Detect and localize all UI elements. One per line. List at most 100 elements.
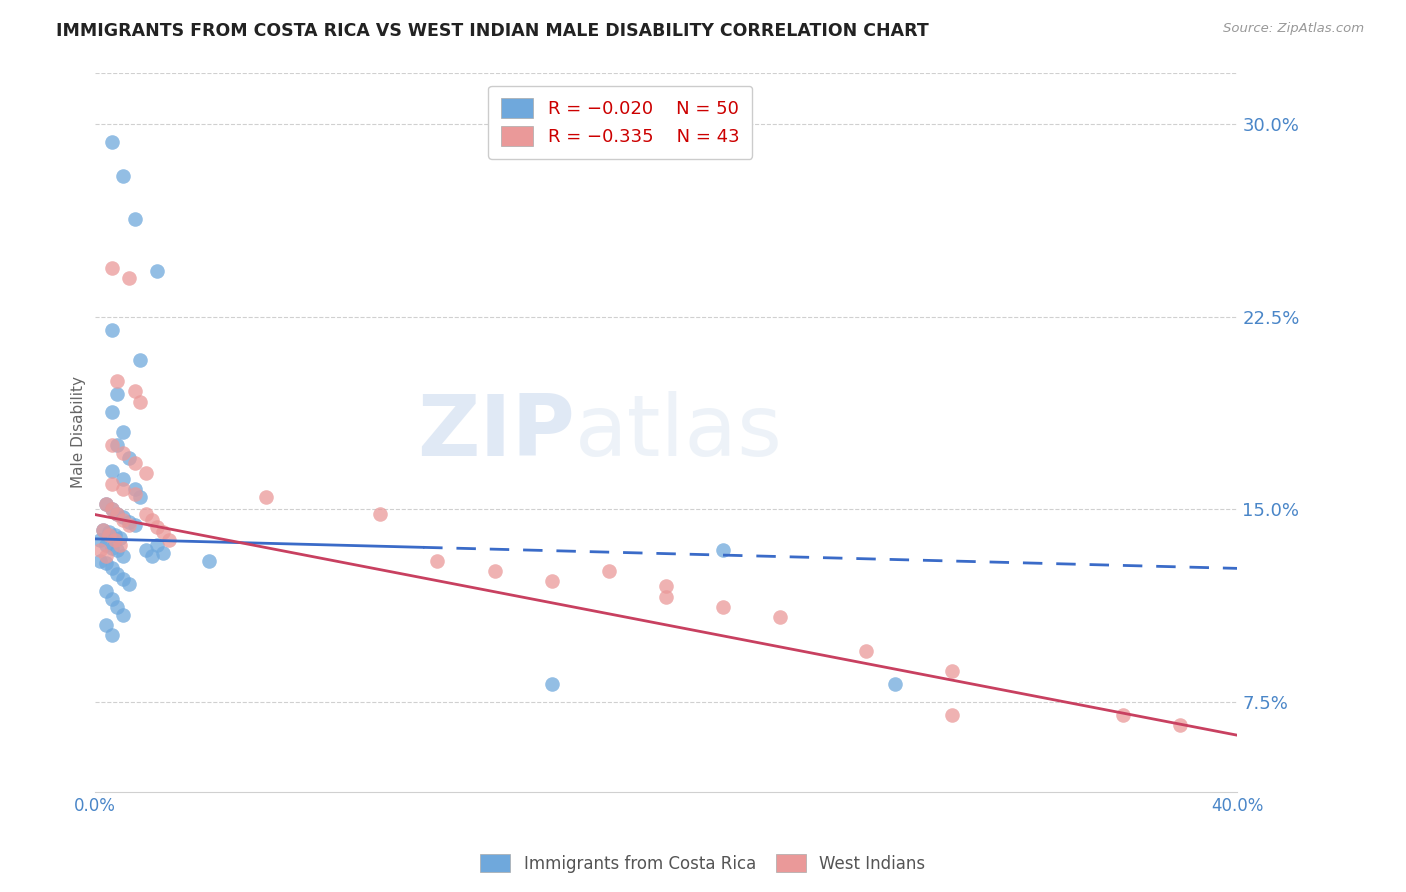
Point — [100, 502, 122, 516]
Point — [103, 528, 125, 542]
Point — [368, 508, 391, 522]
Point — [129, 490, 152, 504]
Point — [198, 554, 221, 568]
Point — [107, 374, 129, 388]
Point — [152, 546, 174, 560]
Point — [484, 564, 506, 578]
Point — [100, 464, 122, 478]
Point — [855, 643, 877, 657]
Point — [94, 549, 117, 563]
Point — [100, 438, 122, 452]
Point — [112, 169, 135, 183]
Point — [146, 520, 169, 534]
Point — [94, 497, 117, 511]
Point — [112, 482, 135, 496]
Point — [112, 607, 135, 622]
Point — [135, 508, 157, 522]
Point — [100, 476, 122, 491]
Point — [124, 517, 146, 532]
Point — [107, 508, 129, 522]
Point — [118, 450, 141, 465]
Point — [112, 572, 135, 586]
Text: atlas: atlas — [575, 391, 783, 474]
Point — [135, 543, 157, 558]
Point — [100, 561, 122, 575]
Point — [1168, 718, 1191, 732]
Point — [124, 482, 146, 496]
Point — [107, 387, 129, 401]
Point — [152, 525, 174, 540]
Point — [540, 677, 562, 691]
Point — [100, 502, 122, 516]
Point — [94, 538, 117, 552]
Point — [112, 549, 135, 563]
Point — [118, 515, 141, 529]
Point — [100, 323, 122, 337]
Point — [129, 394, 152, 409]
Point — [141, 549, 163, 563]
Legend: Immigrants from Costa Rica, West Indians: Immigrants from Costa Rica, West Indians — [474, 847, 932, 880]
Point — [91, 523, 114, 537]
Point — [107, 438, 129, 452]
Point — [598, 564, 620, 578]
Point — [941, 664, 963, 678]
Point — [1112, 707, 1135, 722]
Point — [129, 353, 152, 368]
Point — [107, 599, 129, 614]
Point — [107, 508, 129, 522]
Text: Source: ZipAtlas.com: Source: ZipAtlas.com — [1223, 22, 1364, 36]
Point — [100, 541, 122, 555]
Point — [94, 497, 117, 511]
Point — [103, 533, 125, 548]
Point — [146, 263, 169, 277]
Point — [655, 579, 678, 593]
Point — [97, 525, 120, 540]
Point — [118, 271, 141, 285]
Point — [124, 212, 146, 227]
Point — [124, 487, 146, 501]
Point — [100, 628, 122, 642]
Point — [141, 513, 163, 527]
Point — [112, 513, 135, 527]
Point — [941, 707, 963, 722]
Point — [769, 610, 792, 624]
Point — [883, 677, 905, 691]
Point — [157, 533, 180, 548]
Point — [124, 456, 146, 470]
Point — [655, 590, 678, 604]
Point — [124, 384, 146, 399]
Point — [118, 576, 141, 591]
Point — [97, 528, 120, 542]
Point — [94, 556, 117, 570]
Point — [135, 467, 157, 481]
Point — [112, 471, 135, 485]
Point — [100, 261, 122, 276]
Point — [89, 533, 111, 548]
Point — [107, 543, 129, 558]
Point — [146, 538, 169, 552]
Point — [110, 538, 132, 552]
Point — [112, 425, 135, 440]
Legend: R = −0.020    N = 50, R = −0.335    N = 43: R = −0.020 N = 50, R = −0.335 N = 43 — [488, 86, 752, 159]
Point — [254, 490, 277, 504]
Point — [711, 543, 734, 558]
Point — [426, 554, 449, 568]
Point — [110, 531, 132, 545]
Point — [89, 543, 111, 558]
Point — [100, 592, 122, 607]
Point — [100, 405, 122, 419]
Text: IMMIGRANTS FROM COSTA RICA VS WEST INDIAN MALE DISABILITY CORRELATION CHART: IMMIGRANTS FROM COSTA RICA VS WEST INDIA… — [56, 22, 929, 40]
Text: ZIP: ZIP — [416, 391, 575, 474]
Point — [89, 554, 111, 568]
Point — [112, 446, 135, 460]
Point — [100, 136, 122, 150]
Point — [107, 566, 129, 581]
Point — [112, 510, 135, 524]
Point — [711, 599, 734, 614]
Point — [118, 517, 141, 532]
Point — [91, 523, 114, 537]
Point — [540, 574, 562, 589]
Point — [94, 618, 117, 632]
Y-axis label: Male Disability: Male Disability — [72, 376, 86, 488]
Point — [94, 584, 117, 599]
